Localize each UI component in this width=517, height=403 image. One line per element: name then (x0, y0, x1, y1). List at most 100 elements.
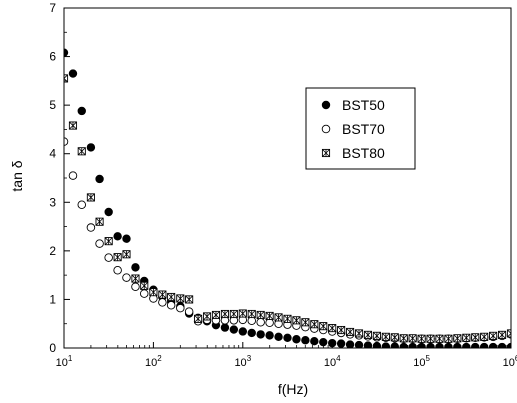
data-point-bst50-42 (435, 342, 444, 348)
data-point-bst50-34 (363, 341, 373, 348)
data-point-bst80-2 (77, 147, 86, 156)
data-point-bst50-4 (95, 174, 104, 184)
data-point-bst80-25 (283, 314, 292, 323)
data-point-bst80-16 (202, 312, 212, 321)
data-point-bst80-26 (292, 316, 301, 325)
data-point-bst70-14 (184, 307, 194, 316)
data-point-bst80-31 (337, 325, 346, 335)
data-point-bst80-22 (256, 310, 265, 320)
legend-marker-bst70 (321, 124, 331, 134)
legend-marker-bst50 (321, 100, 331, 110)
data-point-bst80-20 (238, 309, 247, 318)
y-tick-label: 6 (49, 50, 56, 64)
data-point-bst70-2 (77, 200, 87, 209)
data-point-bst80-24 (274, 313, 283, 322)
data-point-bst50-29 (319, 337, 328, 347)
x-axis: 101 102 103 104 105 106 (56, 342, 517, 369)
data-point-bst50-8 (131, 263, 140, 272)
data-point-bst70-8 (131, 282, 140, 292)
x-tick-label: 103 (234, 354, 251, 369)
data-point-bst50-6 (113, 232, 122, 241)
data-point-bst80-39 (408, 334, 417, 343)
y-tick-label: 0 (49, 341, 56, 355)
data-point-bst80-13 (176, 294, 185, 303)
data-point-bst80-6 (113, 253, 122, 262)
data-point-bst80-28 (310, 320, 319, 329)
data-point-bst80-36 (381, 332, 390, 341)
data-point-bst50-18 (220, 323, 230, 332)
data-point-bst50-24 (274, 332, 283, 342)
data-point-bst50-19 (229, 325, 239, 334)
data-point-bst50-44 (453, 342, 462, 348)
data-point-bst80-45 (462, 333, 471, 342)
data-point-bst70-12 (166, 301, 176, 310)
data-point-bst70-13 (176, 303, 185, 313)
y-tick-label: 2 (49, 244, 56, 258)
data-point-bst50-28 (310, 337, 319, 346)
data-point-bst80-47 (480, 332, 489, 341)
x-tick-label: 104 (324, 354, 341, 369)
data-point-bst80-19 (229, 309, 238, 319)
data-point-bst50-5 (104, 207, 113, 217)
data-point-bst80-43 (444, 334, 453, 343)
data-point-bst80-29 (319, 322, 328, 331)
data-point-bst80-1 (68, 121, 78, 130)
plot-frame (63, 7, 512, 349)
data-point-bst70-9 (139, 289, 149, 298)
data-point-bst70-4 (95, 239, 104, 248)
data-point-bst70-3 (86, 223, 96, 232)
data-point-bst80-9 (140, 281, 149, 290)
data-point-bst50-21 (247, 328, 256, 338)
data-point-bst80-15 (194, 314, 203, 323)
data-point-bst80-44 (453, 334, 462, 343)
data-markers (64, 48, 511, 348)
data-point-bst80-46 (471, 333, 480, 342)
data-point-bst80-3 (86, 193, 95, 202)
data-point-bst50-1 (68, 69, 78, 78)
data-point-bst50-7 (122, 234, 131, 243)
data-point-bst70-7 (122, 273, 131, 282)
x-tick-label: 106 (503, 354, 517, 369)
data-point-bst80-21 (247, 309, 256, 319)
data-point-bst80-8 (131, 274, 140, 283)
legend-label-bst50: BST50 (342, 97, 385, 113)
data-point-bst80-49 (498, 330, 507, 339)
data-point-bst80-27 (301, 318, 310, 327)
data-point-bst50-23 (265, 331, 274, 340)
data-point-bst50-20 (238, 327, 247, 336)
data-point-bst80-23 (265, 311, 274, 320)
data-point-bst50-3 (86, 143, 96, 152)
data-point-bst50-2 (77, 106, 86, 116)
data-point-bst70-21 (247, 316, 256, 326)
x-axis-label: f(Hz) (278, 381, 308, 397)
data-point-bst80-37 (390, 333, 399, 342)
y-tick-label: 1 (49, 292, 56, 306)
x-tick-label: 102 (145, 354, 162, 369)
data-point-bst70-22 (256, 318, 265, 327)
x-tick-label: 105 (413, 354, 430, 369)
data-point-bst80-12 (167, 292, 176, 302)
data-point-bst80-18 (220, 309, 229, 319)
x-tick-label: 101 (56, 354, 73, 369)
data-point-bst50-35 (372, 341, 382, 348)
data-point-bst70-23 (265, 318, 274, 327)
data-point-bst50-31 (336, 339, 346, 348)
legend-label-bst80: BST80 (342, 145, 385, 161)
data-point-bst80-48 (489, 331, 498, 340)
data-point-bst80-42 (435, 334, 444, 343)
y-tick-label: 3 (49, 195, 56, 209)
data-point-bst80-40 (417, 334, 426, 343)
data-point-bst80-38 (399, 334, 408, 343)
y-axis-label: tan δ (9, 160, 25, 191)
data-point-bst50-22 (256, 330, 265, 339)
y-tick-label: 5 (49, 98, 56, 112)
data-point-bst70-1 (68, 171, 78, 180)
legend-marker-bst80 (321, 148, 331, 158)
data-point-bst50-32 (345, 340, 355, 348)
data-point-bst80-34 (363, 330, 373, 339)
legend: BST50 BST70 BST80 (305, 87, 416, 170)
data-point-bst80-32 (346, 327, 355, 337)
data-point-bst80-10 (149, 288, 158, 297)
data-point-bst80-5 (104, 237, 113, 246)
